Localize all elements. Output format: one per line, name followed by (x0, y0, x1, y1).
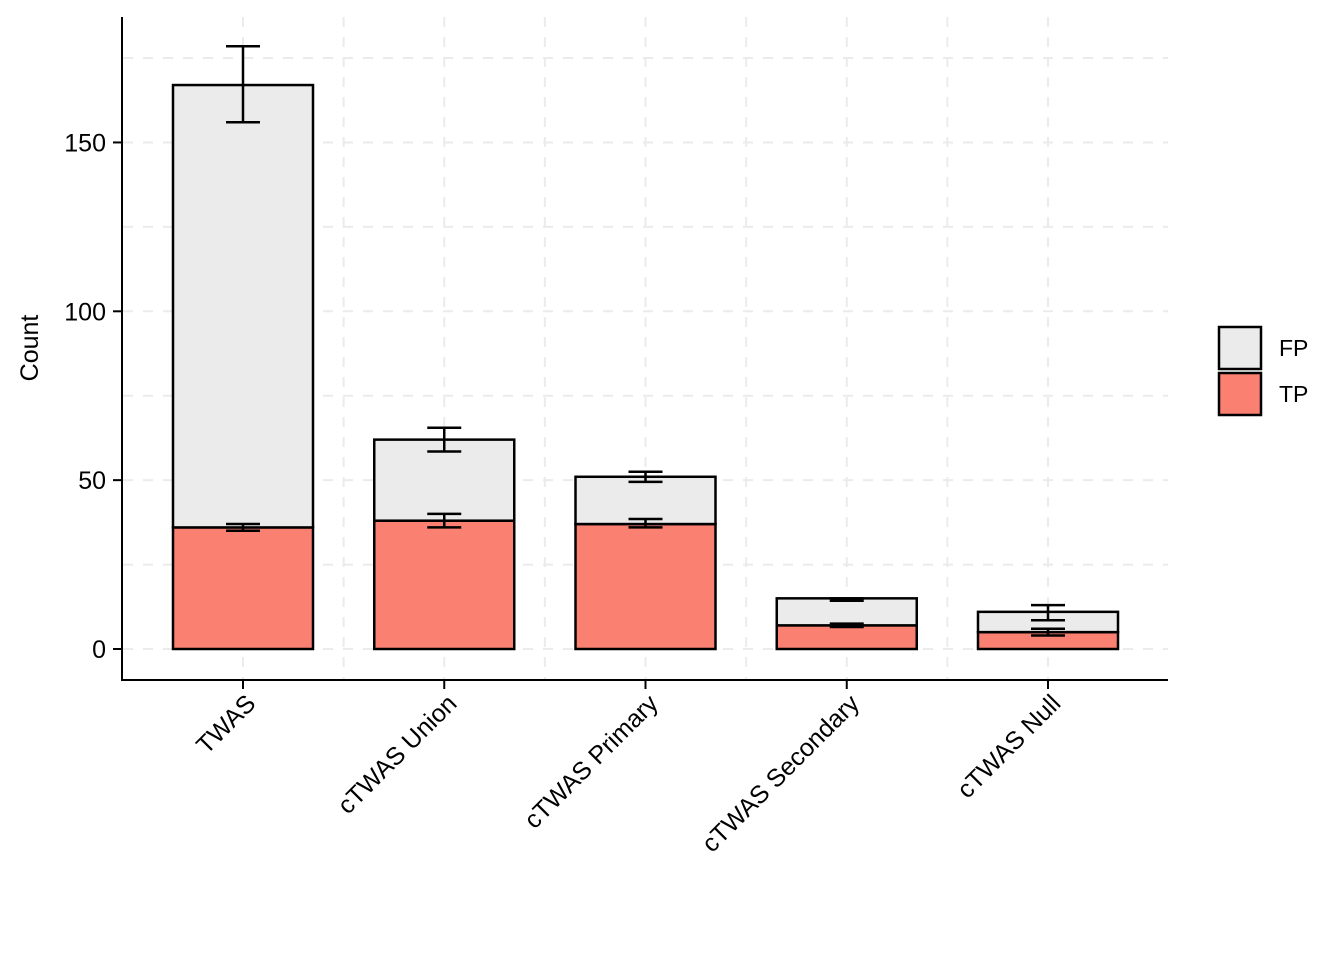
bar-tp (373, 519, 516, 651)
bar-fp (775, 597, 918, 627)
error-bar-tp (829, 622, 864, 629)
x-tick-label: cTWAS Union (332, 689, 462, 819)
y-tick-label: 50 (78, 467, 106, 495)
legend-item-tp: TP (1217, 371, 1308, 417)
x-tick-label: cTWAS Null (952, 689, 1066, 803)
error-bar-tp (1031, 627, 1065, 637)
x-tick-label: cTWAS Secondary (697, 689, 866, 858)
legend-label: FP (1279, 335, 1308, 361)
legend-key-fp (1217, 325, 1263, 371)
error-bar-fp (1031, 603, 1065, 622)
legend-label: TP (1279, 381, 1308, 407)
legend-key-tp (1217, 371, 1263, 417)
y-axis-title: Count (16, 315, 44, 382)
bar-tp (775, 624, 918, 651)
bar-tp (574, 522, 717, 651)
error-bar-tp (226, 522, 260, 533)
error-bar-fp (427, 426, 462, 453)
x-tick-label: TWAS (191, 689, 261, 759)
bar-fp (171, 83, 315, 529)
error-bar-tp (628, 517, 663, 529)
error-bar-fp (829, 597, 864, 602)
error-bar-tp (427, 512, 462, 529)
legend-item-fp: FP (1217, 325, 1308, 371)
error-bars (226, 44, 1065, 637)
x-tick-label: cTWAS Primary (519, 689, 664, 834)
bar-tp (171, 526, 315, 651)
y-tick-label: 0 (92, 636, 106, 664)
bar-fp (574, 475, 717, 526)
legend: FP TP (1217, 325, 1308, 417)
y-tick-label: 100 (64, 298, 106, 326)
bars (171, 83, 1120, 651)
error-bar-fp (628, 470, 663, 484)
y-tick-label: 150 (64, 129, 106, 157)
error-bar-fp (226, 44, 260, 124)
